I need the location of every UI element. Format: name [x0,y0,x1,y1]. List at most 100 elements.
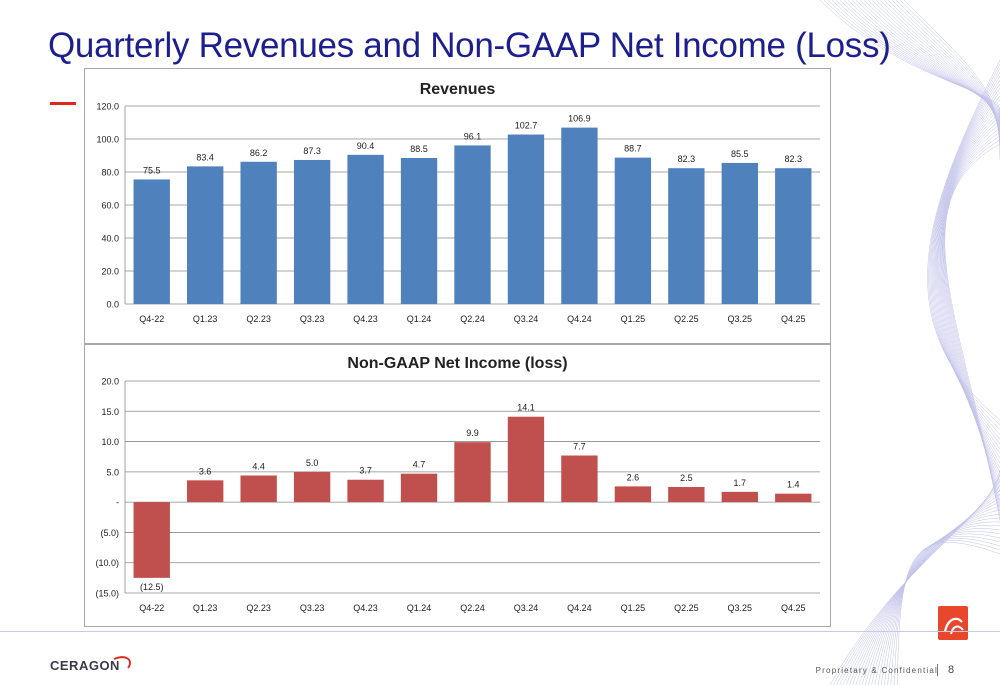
data-label: 4.7 [413,460,426,470]
bar [721,491,758,503]
data-label: 86.2 [250,148,268,158]
y-tick-label: 60.0 [101,201,119,211]
x-tick-label: Q3.24 [514,603,539,613]
y-tick-label: 120.0 [96,102,119,112]
bar [347,154,384,304]
bar [721,162,758,304]
ceragon-logo: CERAGON [48,654,138,674]
y-tick-label: 40.0 [101,234,119,244]
bar [240,475,277,503]
data-label: 5.0 [306,458,319,468]
net-income-chart-panel: Non-GAAP Net Income (loss) (15.0) (10.0)(… [84,344,831,627]
data-label: 88.5 [410,144,428,154]
data-label: 85.5 [731,149,749,159]
x-tick-label: Q1.23 [193,603,218,613]
data-label: 14.1 [517,403,535,413]
data-label: 2.6 [627,472,640,482]
y-tick-label: 100.0 [96,135,119,145]
logo-text: CERAGON [50,658,120,673]
x-tick-label: Q3.23 [300,603,325,613]
x-tick-label: Q4.25 [781,603,806,613]
footer-divider [0,631,1000,632]
x-tick-label: Q3.24 [514,314,539,324]
x-tick-label: Q4.24 [567,603,592,613]
bar [775,493,812,503]
y-tick-label: 20.0 [101,267,119,277]
y-tick-label: (10.0) [95,558,119,568]
bar [133,502,170,578]
bar [347,479,384,503]
x-tick-label: Q2.23 [246,603,271,613]
net-income-chart: (15.0) (10.0) (5.0) - 5.0 10.0 15.0 20.0 (12.5) Q… [95,377,820,613]
page-number: 8 [948,664,955,676]
bar [240,161,277,304]
y-tick-label: 5.0 [106,467,119,477]
data-label: 88.7 [624,144,642,154]
x-tick-label: Q2.25 [674,314,699,324]
data-label: 83.4 [196,152,214,162]
data-label: 4.4 [252,461,265,471]
y-tick-label: (15.0) [95,589,119,599]
bar [187,480,224,503]
bar [561,455,598,503]
x-tick-label: Q4.25 [781,314,806,324]
bar [507,134,545,304]
net-income-chart-title: Non-GAAP Net Income (loss) [347,355,568,372]
x-tick-label: Q1.24 [407,314,432,324]
data-label: 82.3 [785,154,803,164]
footer-separator [937,664,938,676]
data-label: 7.7 [573,442,586,452]
y-tick-label: 15.0 [101,407,119,417]
data-label: 87.3 [303,146,321,156]
x-tick-label: Q4-22 [139,314,164,324]
x-tick-label: Q4.23 [353,314,378,324]
page-title: Quarterly Revenues and Non-GAAP Net Inco… [48,26,891,65]
x-tick-label: Q1.24 [407,603,432,613]
bar [400,473,438,503]
data-label: 90.4 [357,141,375,151]
y-tick-label: 80.0 [101,168,119,178]
bar [293,159,331,304]
bar [668,487,705,503]
x-tick-label: Q4-22 [139,603,164,613]
bar [187,166,224,304]
x-tick-label: Q2.24 [460,314,485,324]
x-tick-label: Q3.25 [728,314,753,324]
bar [507,416,545,503]
data-label: 2.5 [680,473,693,483]
bar [668,168,705,304]
bar [561,127,598,304]
y-tick-label: 20.0 [101,377,119,387]
x-tick-label: Q2.25 [674,603,699,613]
data-label: 96.1 [464,131,482,141]
data-label: 82.3 [678,154,696,164]
x-tick-label: Q2.23 [246,314,271,324]
data-label: (12.5) [140,582,164,592]
data-label: 3.7 [359,466,372,476]
revenues-chart-title: Revenues [419,81,496,98]
data-label: 1.4 [787,480,800,490]
data-label: 1.7 [734,478,747,488]
y-tick-label: (5.0) [100,528,119,538]
bar [400,157,438,304]
bar [293,471,331,503]
revenues-chart: 0.0 20.0 40.0 60.0 80.0 100.0 120.0 75.5 Q4-22 83… [96,102,820,324]
x-tick-label: Q4.24 [567,314,592,324]
y-tick-label: 10.0 [101,437,119,447]
bar [614,486,652,503]
x-tick-label: Q2.24 [460,603,485,613]
data-label: 75.5 [143,165,161,175]
data-label: 102.7 [515,121,538,131]
bar [775,168,812,304]
footer-confidential: Proprietary & Confidential [815,666,938,675]
title-accent-dash [50,102,76,105]
x-tick-label: Q4.23 [353,603,378,613]
bar [133,179,170,304]
bar [454,442,491,503]
y-tick-label: - [116,498,119,508]
x-tick-label: Q1.25 [621,603,646,613]
x-tick-label: Q1.25 [621,314,646,324]
x-tick-label: Q3.23 [300,314,325,324]
data-label: 3.6 [199,466,212,476]
brand-swirl-icon [938,606,968,640]
